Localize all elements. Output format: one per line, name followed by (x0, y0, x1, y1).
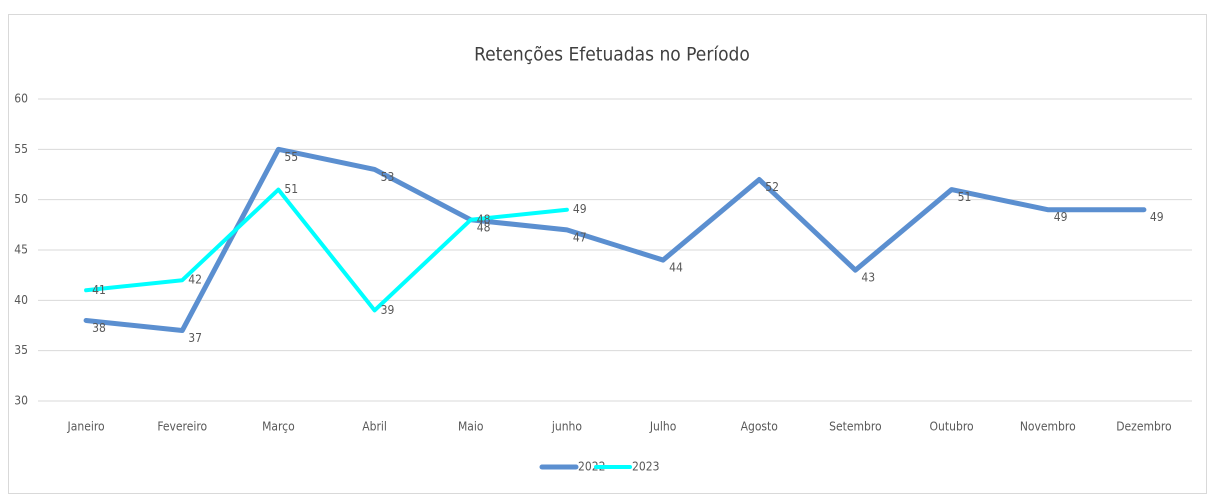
data-label: 49 (1150, 210, 1164, 224)
data-label: 38 (92, 321, 106, 335)
data-label: 44 (669, 261, 683, 275)
legend-label: 2023 (632, 460, 659, 474)
y-tick-label: 50 (14, 192, 28, 206)
data-label: 41 (92, 283, 106, 297)
data-label: 53 (381, 170, 395, 184)
x-tick-label: Maio (458, 420, 484, 434)
data-label: 49 (573, 202, 587, 216)
x-tick-label: junho (551, 420, 583, 434)
series-line (84, 187, 569, 313)
y-tick-label: 35 (14, 343, 28, 357)
data-label: 55 (284, 150, 298, 164)
data-label: 39 (381, 303, 395, 317)
x-tick-label: Março (262, 420, 295, 434)
y-tick-label: 60 (14, 92, 28, 106)
data-label: 51 (958, 190, 972, 204)
data-label: 42 (188, 273, 202, 287)
x-tick-label: Novembro (1020, 420, 1076, 434)
data-label: 49 (1054, 210, 1068, 224)
data-label: 51 (284, 182, 298, 196)
chart-title: Retenções Efetuadas no Período (474, 44, 750, 66)
x-tick-label: Janeiro (67, 420, 105, 434)
x-tick-label: Julho (649, 420, 677, 434)
series-line (83, 146, 1147, 334)
x-tick-label: Setembro (829, 420, 882, 434)
data-label: 52 (765, 180, 779, 194)
data-label: 37 (188, 331, 202, 345)
x-tick-label: Fevereiro (157, 420, 207, 434)
y-tick-label: 30 (14, 394, 28, 408)
legend-label: 2022 (578, 460, 605, 474)
data-label: 48 (477, 212, 491, 226)
x-tick-label: Agosto (741, 420, 779, 434)
x-tick-label: Abril (362, 420, 387, 434)
data-label: 43 (861, 271, 875, 285)
y-tick-label: 55 (14, 142, 28, 156)
x-tick-label: Dezembro (1116, 420, 1172, 434)
data-label: 47 (573, 230, 587, 244)
data-label: 48 (477, 220, 491, 234)
y-tick-label: 45 (14, 243, 28, 257)
x-tick-label: Outubro (930, 420, 974, 434)
y-tick-label: 40 (14, 293, 28, 307)
